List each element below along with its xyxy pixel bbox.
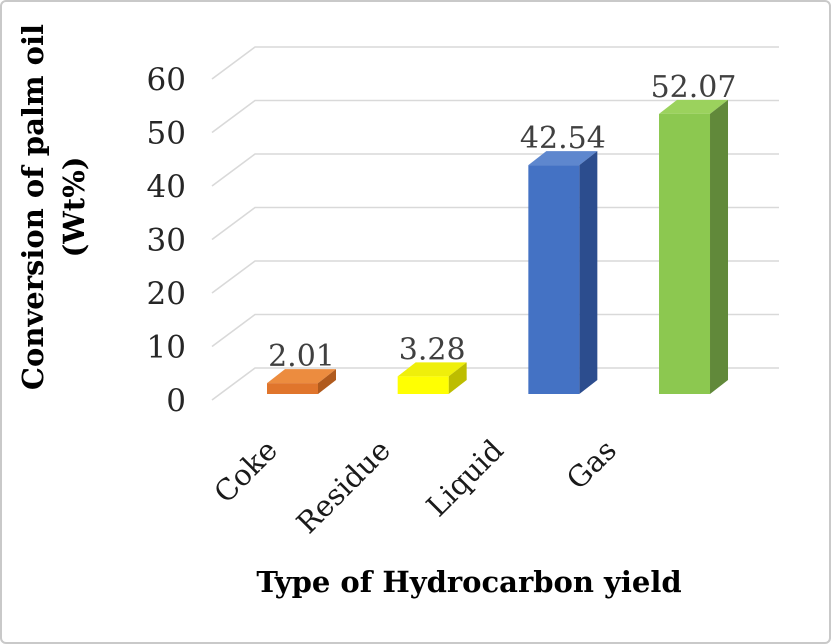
bar-liquid (528, 151, 598, 394)
bar-top-face (267, 369, 336, 384)
gridline (211, 260, 779, 294)
y-tick-label: 40 (147, 169, 186, 205)
bar-value-label: 52.07 (651, 70, 737, 105)
gridline (211, 206, 779, 241)
bar-top-face (528, 151, 598, 166)
bar-front-face (267, 383, 318, 394)
gridline (211, 153, 779, 187)
bar-side-face (579, 151, 598, 394)
y-axis-title-line2: (Wt%) (57, 156, 91, 258)
bar-side-face (710, 99, 729, 394)
x-category-label: Residue (290, 433, 397, 540)
y-axis-title: Conversion of palm oil (Wt%) (13, 24, 95, 390)
bar-value-label: 2.01 (268, 339, 335, 374)
gridline (211, 46, 779, 80)
bar-side-face (448, 362, 467, 394)
y-tick-label: 50 (147, 116, 186, 152)
bar-top-face (659, 99, 729, 114)
gridline (211, 313, 779, 348)
gridline (211, 99, 779, 134)
y-tick-label: 20 (147, 276, 186, 312)
bar-residue (397, 362, 467, 394)
bar-front-face (397, 376, 449, 394)
y-tick-label: 30 (147, 223, 186, 259)
bar-top-face (397, 362, 467, 377)
bar-coke (267, 369, 336, 394)
y-tick-label: 60 (147, 62, 186, 98)
bar-side-face (318, 369, 336, 394)
bar-value-label: 42.54 (520, 121, 606, 156)
x-category-label: Coke (207, 433, 284, 510)
bar-value-label: 3.28 (399, 332, 466, 367)
x-category-label: Gas (560, 433, 623, 496)
bar-front-face (659, 113, 711, 394)
y-axis-title-line1: Conversion of palm oil (16, 23, 50, 391)
x-axis-title: Type of Hydrocarbon yield (256, 565, 682, 599)
y-tick-label: 0 (166, 383, 186, 419)
y-tick-label: 10 (147, 330, 186, 366)
x-category-label: Liquid (420, 433, 510, 523)
bar-front-face (528, 165, 580, 394)
bar-gas (659, 99, 729, 394)
gridline (211, 367, 779, 401)
